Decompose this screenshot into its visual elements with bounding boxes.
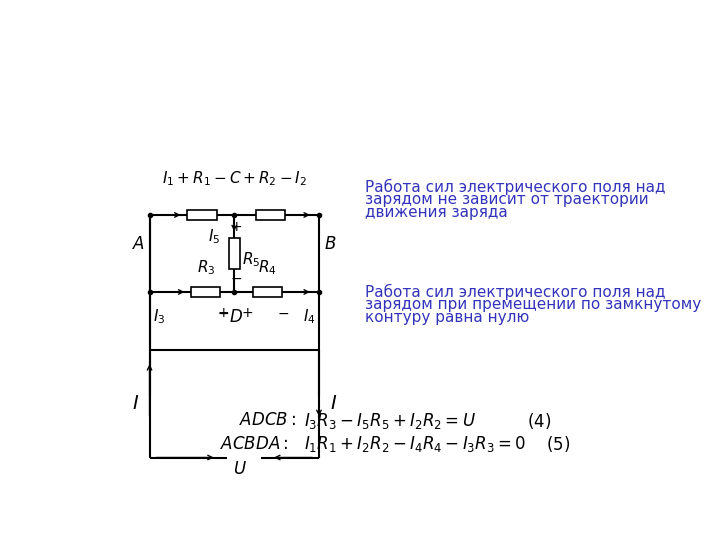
Text: $U$: $U$ <box>233 461 246 477</box>
Text: $I_5$: $I_5$ <box>208 227 220 246</box>
Text: $ACBDA:$: $ACBDA:$ <box>220 436 288 453</box>
Bar <box>253 287 282 298</box>
Text: $R_4$: $R_4$ <box>258 258 276 276</box>
Text: $-$: $-$ <box>217 306 230 320</box>
Text: $A$: $A$ <box>132 235 145 253</box>
Text: $+$: $+$ <box>240 306 253 320</box>
Bar <box>256 210 285 220</box>
Text: $R_3$: $R_3$ <box>197 258 215 276</box>
Text: зарядом не зависит от траектории: зарядом не зависит от траектории <box>365 192 649 207</box>
Text: $+$: $+$ <box>217 306 229 320</box>
Text: $-$: $-$ <box>230 271 242 285</box>
Text: $-$: $-$ <box>276 306 289 320</box>
Text: $D$: $D$ <box>229 309 243 326</box>
Text: $I_1R_1 + I_2R_2 - I_4R_4 - I_3R_3 = 0$: $I_1R_1 + I_2R_2 - I_4R_4 - I_3R_3 = 0$ <box>304 434 526 455</box>
Text: $ADCB:$: $ADCB:$ <box>239 412 296 429</box>
Bar <box>191 287 220 298</box>
Text: Работа сил электрического поля над: Работа сил электрического поля над <box>365 179 666 195</box>
Text: $(4)$: $(4)$ <box>527 410 551 430</box>
Text: $(5)$: $(5)$ <box>546 434 570 455</box>
Text: $R_5$: $R_5$ <box>242 250 261 269</box>
Text: $+$: $+$ <box>230 220 242 234</box>
Text: $I_3R_3 - I_5R_5 + I_2R_2 = U$: $I_3R_3 - I_5R_5 + I_2R_2 = U$ <box>304 410 475 430</box>
Text: $I$: $I$ <box>132 395 139 413</box>
Text: $I$: $I$ <box>330 395 337 413</box>
Text: $I_4$: $I_4$ <box>303 307 316 326</box>
Text: зарядом при премещении по замкнутому: зарядом при премещении по замкнутому <box>365 298 701 312</box>
Text: $I_3$: $I_3$ <box>153 307 165 326</box>
Text: $B$: $B$ <box>323 235 336 253</box>
Text: Работа сил электрического поля над: Работа сил электрического поля над <box>365 284 666 300</box>
Text: движения заряда: движения заряда <box>365 205 508 220</box>
Text: $I_1 + R_1 - C + R_2 - I_2$: $I_1 + R_1 - C + R_2 - I_2$ <box>162 170 307 188</box>
Bar <box>187 210 217 220</box>
Text: контуру равна нулю: контуру равна нулю <box>365 310 529 326</box>
Bar <box>229 238 240 269</box>
